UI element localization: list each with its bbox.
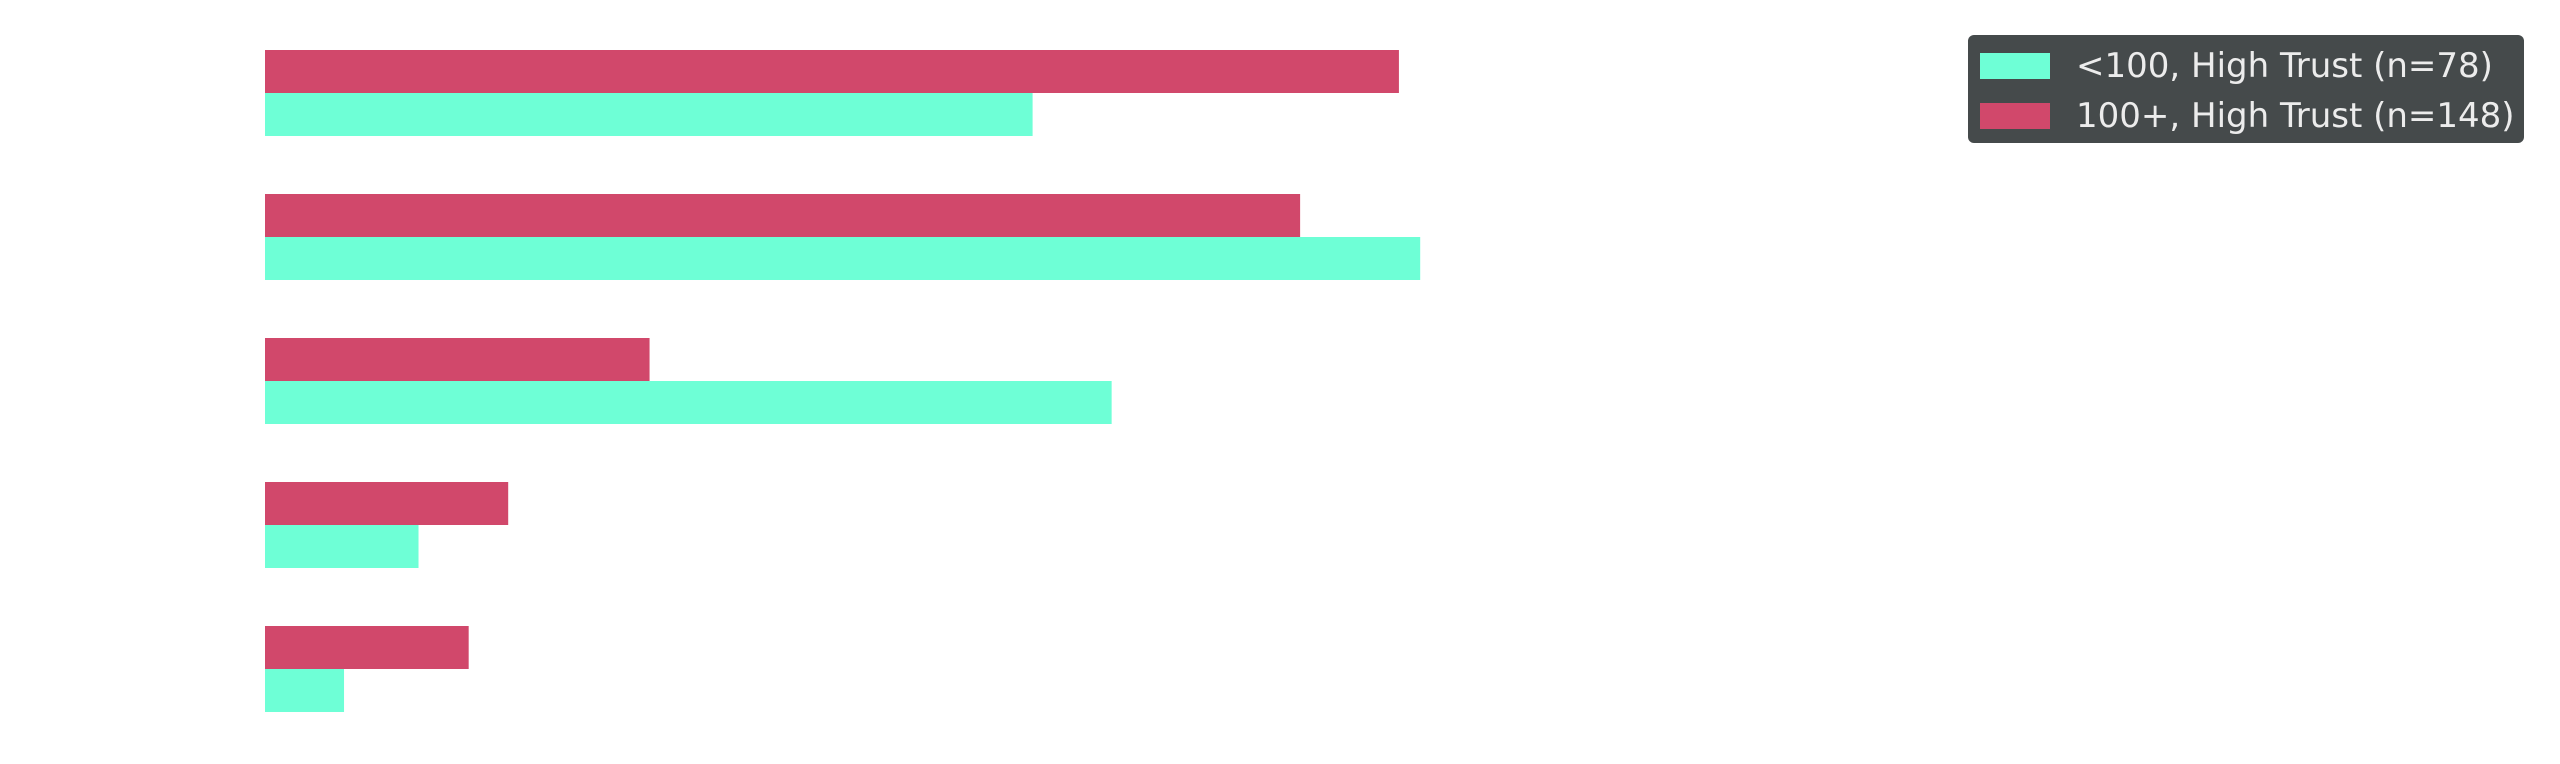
bar-100-plus-2	[265, 194, 1301, 237]
bar-100-plus-3	[265, 338, 650, 381]
legend: <100, High Trust (n=78) 100+, High Trust…	[1968, 35, 2524, 143]
bar-under-100-5	[265, 669, 345, 712]
bar-under-100-1	[265, 93, 1033, 136]
bar-100-plus-5	[265, 626, 469, 669]
legend-item-100-plus: 100+, High Trust (n=148)	[1980, 91, 2515, 141]
legend-swatch-100-plus	[1980, 103, 2050, 129]
legend-label-under-100: <100, High Trust (n=78)	[2076, 46, 2493, 86]
legend-label-100-plus: 100+, High Trust (n=148)	[2076, 96, 2515, 136]
bar-under-100-4	[265, 525, 419, 568]
bar-under-100-2	[265, 237, 1421, 280]
legend-swatch-under-100	[1980, 53, 2050, 79]
legend-item-under-100: <100, High Trust (n=78)	[1980, 41, 2493, 91]
bar-100-plus-1	[265, 50, 1399, 93]
bar-under-100-3	[265, 381, 1112, 424]
bar-100-plus-4	[265, 482, 509, 525]
